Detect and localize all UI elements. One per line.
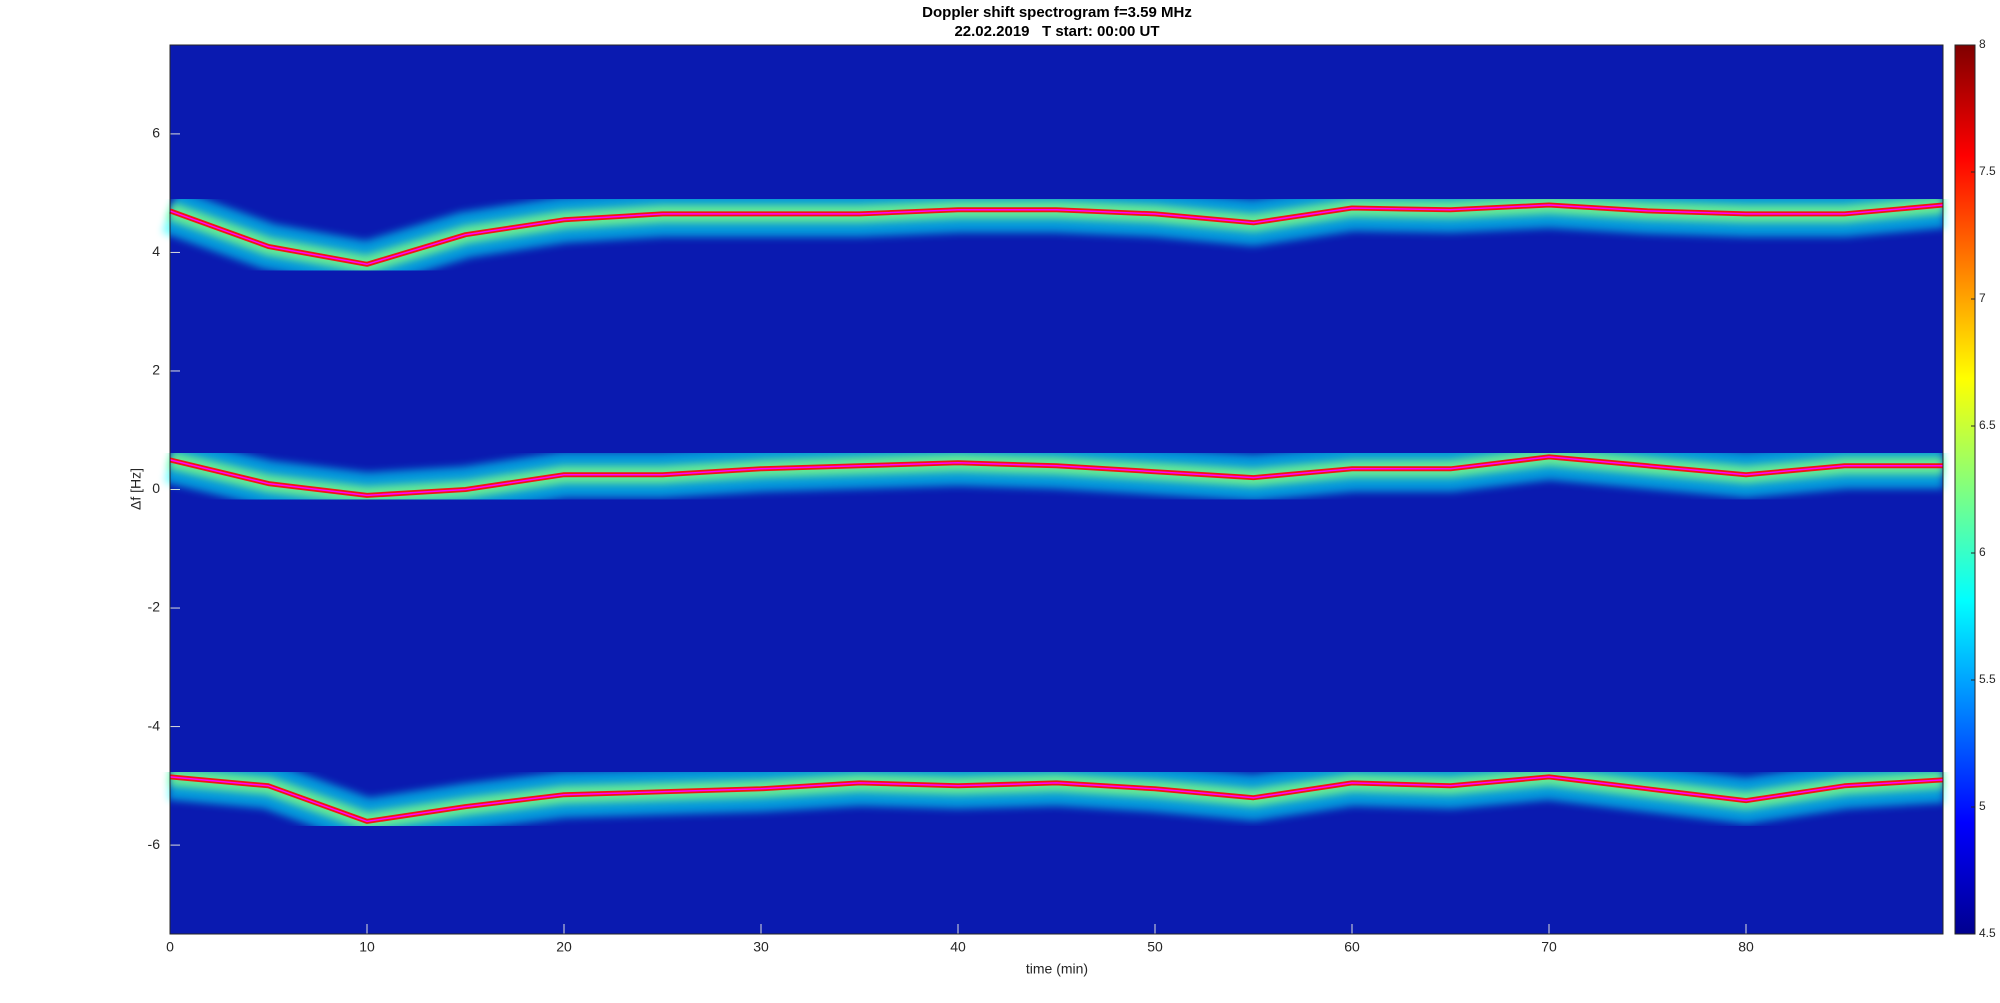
colorbar-tick-label: 7.5 — [1979, 164, 1996, 178]
x-tick-label: 0 — [166, 939, 174, 955]
y-tick-label: 6 — [152, 125, 160, 141]
y-axis-label: Δf [Hz] — [128, 468, 144, 510]
trace-line — [169, 456, 1943, 497]
x-tick-label: 30 — [753, 939, 769, 955]
y-tick-label: 4 — [152, 243, 160, 259]
trace-line — [169, 776, 1944, 823]
colorbar-tick-label: 5 — [1979, 799, 1986, 813]
x-tick-label: 10 — [359, 939, 375, 955]
chart-title: Doppler shift spectrogram f=3.59 MHz — [922, 4, 1192, 21]
y-tick-label: -2 — [148, 599, 161, 615]
colorbar-tick-label: 5.5 — [1979, 672, 1996, 686]
colorbar-tick-label: 8 — [1979, 37, 1986, 51]
x-tick-label: 50 — [1147, 939, 1163, 955]
trace-line — [169, 204, 1944, 266]
y-tick-label: 2 — [152, 362, 160, 378]
colorbar — [1954, 44, 1976, 935]
plot-border — [169, 44, 1944, 935]
colorbar-tick-label: 7 — [1979, 291, 1986, 305]
chart-subtitle: 22.02.2019 T start: 00:00 UT — [954, 23, 1159, 40]
x-tick-label: 80 — [1738, 939, 1754, 955]
colorbar-tick-label: 4.5 — [1979, 926, 1996, 940]
y-tick-label: 0 — [152, 480, 160, 496]
x-axis-label: time (min) — [1026, 961, 1088, 977]
colorbar-tick-label: 6 — [1979, 545, 1986, 559]
colorbar-tick-label: 6.5 — [1979, 418, 1996, 432]
y-tick-label: -4 — [148, 717, 161, 733]
x-tick-label: 40 — [950, 939, 966, 955]
x-tick-label: 70 — [1541, 939, 1557, 955]
x-tick-label: 60 — [1344, 939, 1360, 955]
y-tick-label: -6 — [148, 836, 161, 852]
x-tick-label: 20 — [556, 939, 572, 955]
